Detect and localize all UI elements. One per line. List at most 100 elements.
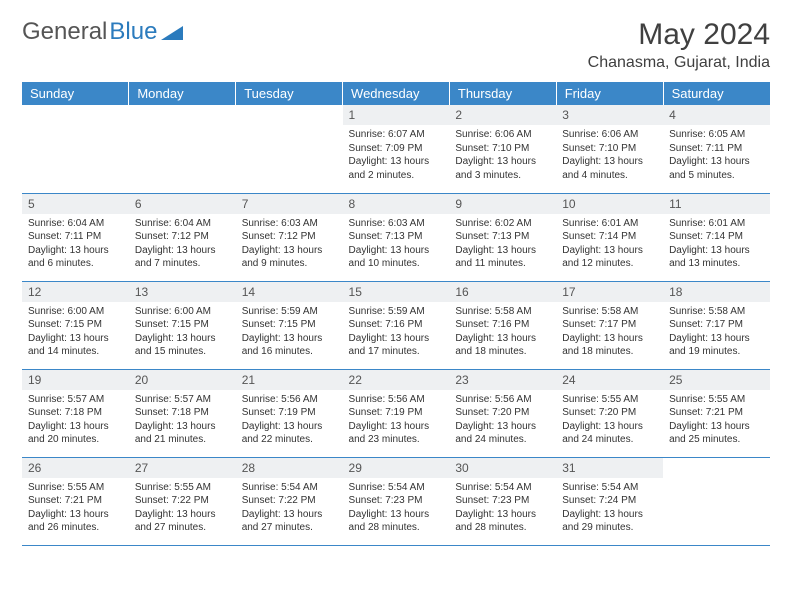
- sunset-text: Sunset: 7:20 PM: [562, 406, 657, 420]
- title-block: May 2024 Chanasma, Gujarat, India: [588, 18, 770, 72]
- sunrise-text: Sunrise: 6:00 AM: [135, 305, 230, 319]
- weekday-header: Thursday: [449, 82, 556, 105]
- sunrise-text: Sunrise: 5:59 AM: [242, 305, 337, 319]
- daylight-text: Daylight: 13 hours and 4 minutes.: [562, 155, 657, 182]
- sunrise-text: Sunrise: 6:03 AM: [349, 217, 444, 231]
- calendar-day-cell: 23Sunrise: 5:56 AMSunset: 7:20 PMDayligh…: [449, 369, 556, 457]
- calendar-day-cell: 16Sunrise: 5:58 AMSunset: 7:16 PMDayligh…: [449, 281, 556, 369]
- day-number: 29: [343, 458, 450, 478]
- sunrise-text: Sunrise: 5:56 AM: [455, 393, 550, 407]
- sunset-text: Sunset: 7:14 PM: [669, 230, 764, 244]
- calendar-table: SundayMondayTuesdayWednesdayThursdayFrid…: [22, 82, 770, 546]
- day-details: Sunrise: 6:04 AMSunset: 7:12 PMDaylight:…: [129, 214, 236, 275]
- calendar-day-cell: 27Sunrise: 5:55 AMSunset: 7:22 PMDayligh…: [129, 457, 236, 545]
- sunset-text: Sunset: 7:10 PM: [562, 142, 657, 156]
- sunrise-text: Sunrise: 6:01 AM: [562, 217, 657, 231]
- day-number: 10: [556, 194, 663, 214]
- sunrise-text: Sunrise: 5:55 AM: [28, 481, 123, 495]
- sunrise-text: Sunrise: 5:59 AM: [349, 305, 444, 319]
- calendar-day-cell: 3Sunrise: 6:06 AMSunset: 7:10 PMDaylight…: [556, 105, 663, 193]
- day-details: Sunrise: 6:07 AMSunset: 7:09 PMDaylight:…: [343, 125, 450, 186]
- daylight-text: Daylight: 13 hours and 17 minutes.: [349, 332, 444, 359]
- sunrise-text: Sunrise: 5:57 AM: [28, 393, 123, 407]
- sunset-text: Sunset: 7:18 PM: [135, 406, 230, 420]
- sunset-text: Sunset: 7:09 PM: [349, 142, 444, 156]
- daylight-text: Daylight: 13 hours and 23 minutes.: [349, 420, 444, 447]
- daylight-text: Daylight: 13 hours and 11 minutes.: [455, 244, 550, 271]
- calendar-day-cell: 9Sunrise: 6:02 AMSunset: 7:13 PMDaylight…: [449, 193, 556, 281]
- daylight-text: Daylight: 13 hours and 18 minutes.: [455, 332, 550, 359]
- daylight-text: Daylight: 13 hours and 27 minutes.: [135, 508, 230, 535]
- day-details: Sunrise: 6:01 AMSunset: 7:14 PMDaylight:…: [556, 214, 663, 275]
- day-number: 12: [22, 282, 129, 302]
- sunset-text: Sunset: 7:12 PM: [242, 230, 337, 244]
- calendar-day-cell: [236, 105, 343, 193]
- sunrise-text: Sunrise: 6:06 AM: [455, 128, 550, 142]
- calendar-day-cell: 30Sunrise: 5:54 AMSunset: 7:23 PMDayligh…: [449, 457, 556, 545]
- sunset-text: Sunset: 7:14 PM: [562, 230, 657, 244]
- sunset-text: Sunset: 7:20 PM: [455, 406, 550, 420]
- month-title: May 2024: [588, 18, 770, 52]
- daylight-text: Daylight: 13 hours and 27 minutes.: [242, 508, 337, 535]
- sunset-text: Sunset: 7:16 PM: [349, 318, 444, 332]
- sunset-text: Sunset: 7:15 PM: [28, 318, 123, 332]
- daylight-text: Daylight: 13 hours and 3 minutes.: [455, 155, 550, 182]
- daylight-text: Daylight: 13 hours and 20 minutes.: [28, 420, 123, 447]
- calendar-day-cell: [22, 105, 129, 193]
- day-number: 30: [449, 458, 556, 478]
- day-number: 16: [449, 282, 556, 302]
- day-number: 17: [556, 282, 663, 302]
- sunset-text: Sunset: 7:11 PM: [28, 230, 123, 244]
- sunset-text: Sunset: 7:21 PM: [669, 406, 764, 420]
- day-details: Sunrise: 5:58 AMSunset: 7:17 PMDaylight:…: [556, 302, 663, 363]
- calendar-day-cell: 5Sunrise: 6:04 AMSunset: 7:11 PMDaylight…: [22, 193, 129, 281]
- calendar-day-cell: 6Sunrise: 6:04 AMSunset: 7:12 PMDaylight…: [129, 193, 236, 281]
- day-number: 20: [129, 370, 236, 390]
- daylight-text: Daylight: 13 hours and 14 minutes.: [28, 332, 123, 359]
- day-number: 8: [343, 194, 450, 214]
- day-details: Sunrise: 5:59 AMSunset: 7:15 PMDaylight:…: [236, 302, 343, 363]
- sunset-text: Sunset: 7:18 PM: [28, 406, 123, 420]
- sunset-text: Sunset: 7:15 PM: [135, 318, 230, 332]
- day-details: Sunrise: 6:04 AMSunset: 7:11 PMDaylight:…: [22, 214, 129, 275]
- calendar-day-cell: 19Sunrise: 5:57 AMSunset: 7:18 PMDayligh…: [22, 369, 129, 457]
- daylight-text: Daylight: 13 hours and 19 minutes.: [669, 332, 764, 359]
- calendar-day-cell: 24Sunrise: 5:55 AMSunset: 7:20 PMDayligh…: [556, 369, 663, 457]
- sunset-text: Sunset: 7:13 PM: [455, 230, 550, 244]
- calendar-week-row: 1Sunrise: 6:07 AMSunset: 7:09 PMDaylight…: [22, 105, 770, 193]
- calendar-day-cell: 10Sunrise: 6:01 AMSunset: 7:14 PMDayligh…: [556, 193, 663, 281]
- day-details: Sunrise: 6:00 AMSunset: 7:15 PMDaylight:…: [22, 302, 129, 363]
- day-details: Sunrise: 5:58 AMSunset: 7:16 PMDaylight:…: [449, 302, 556, 363]
- brand-name-1: General: [22, 18, 107, 46]
- day-details: Sunrise: 6:06 AMSunset: 7:10 PMDaylight:…: [556, 125, 663, 186]
- sunrise-text: Sunrise: 5:54 AM: [455, 481, 550, 495]
- sunrise-text: Sunrise: 5:58 AM: [455, 305, 550, 319]
- calendar-week-row: 26Sunrise: 5:55 AMSunset: 7:21 PMDayligh…: [22, 457, 770, 545]
- weekday-header: Tuesday: [236, 82, 343, 105]
- calendar-day-cell: [129, 105, 236, 193]
- day-details: Sunrise: 6:02 AMSunset: 7:13 PMDaylight:…: [449, 214, 556, 275]
- day-details: Sunrise: 5:55 AMSunset: 7:21 PMDaylight:…: [22, 478, 129, 539]
- calendar-day-cell: 25Sunrise: 5:55 AMSunset: 7:21 PMDayligh…: [663, 369, 770, 457]
- calendar-day-cell: 8Sunrise: 6:03 AMSunset: 7:13 PMDaylight…: [343, 193, 450, 281]
- day-number: 25: [663, 370, 770, 390]
- day-details: Sunrise: 5:57 AMSunset: 7:18 PMDaylight:…: [129, 390, 236, 451]
- day-number: 4: [663, 105, 770, 125]
- day-details: Sunrise: 5:56 AMSunset: 7:19 PMDaylight:…: [236, 390, 343, 451]
- day-details: Sunrise: 5:54 AMSunset: 7:23 PMDaylight:…: [343, 478, 450, 539]
- calendar-day-cell: [663, 457, 770, 545]
- sunrise-text: Sunrise: 6:03 AM: [242, 217, 337, 231]
- day-number: 31: [556, 458, 663, 478]
- calendar-day-cell: 14Sunrise: 5:59 AMSunset: 7:15 PMDayligh…: [236, 281, 343, 369]
- sunset-text: Sunset: 7:17 PM: [562, 318, 657, 332]
- sunrise-text: Sunrise: 6:06 AM: [562, 128, 657, 142]
- daylight-text: Daylight: 13 hours and 21 minutes.: [135, 420, 230, 447]
- day-number: 9: [449, 194, 556, 214]
- weekday-header: Monday: [129, 82, 236, 105]
- header: GeneralBlue May 2024 Chanasma, Gujarat, …: [22, 18, 770, 72]
- sunset-text: Sunset: 7:23 PM: [455, 494, 550, 508]
- daylight-text: Daylight: 13 hours and 16 minutes.: [242, 332, 337, 359]
- sunset-text: Sunset: 7:17 PM: [669, 318, 764, 332]
- calendar-day-cell: 18Sunrise: 5:58 AMSunset: 7:17 PMDayligh…: [663, 281, 770, 369]
- day-number: 24: [556, 370, 663, 390]
